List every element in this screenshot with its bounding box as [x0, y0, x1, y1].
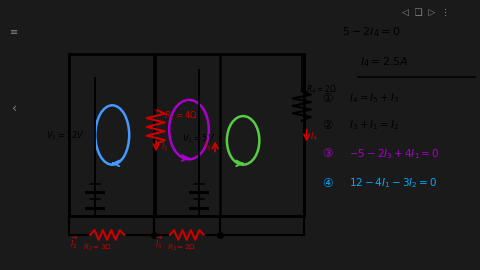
Text: $I_4 = 2.5A$: $I_4 = 2.5A$: [360, 55, 409, 69]
Text: $\overrightarrow{I_2}$: $\overrightarrow{I_2}$: [70, 234, 78, 251]
Text: ◁  ❑  ▷  ⋮: ◁ ❑ ▷ ⋮: [402, 8, 450, 17]
Text: ③: ③: [322, 147, 333, 160]
Text: $R_1 = 4\Omega$: $R_1 = 4\Omega$: [164, 110, 197, 122]
Text: $\overrightarrow{I_3}$: $\overrightarrow{I_3}$: [155, 234, 163, 251]
Bar: [70, 54, 304, 216]
Text: $I_3 + I_1 = I_2$: $I_3 + I_1 = I_2$: [349, 119, 399, 133]
Text: ‹: ‹: [12, 102, 17, 114]
Text: ④: ④: [322, 177, 333, 190]
Text: ≡: ≡: [11, 27, 18, 38]
Text: $5 - 2I_4 = 0$: $5 - 2I_4 = 0$: [342, 25, 401, 39]
Text: $I_5$: $I_5$: [204, 141, 212, 153]
Text: $V_1 = 12V$: $V_1 = 12V$: [46, 129, 85, 142]
Text: $R_2 = 3\Omega$: $R_2 = 3\Omega$: [83, 243, 112, 253]
Text: ②: ②: [322, 119, 333, 132]
Text: $R_4 = 2\Omega$: $R_4 = 2\Omega$: [306, 84, 337, 96]
Text: $I_4 = I_5 + I_3$: $I_4 = I_5 + I_3$: [349, 92, 400, 106]
Text: $I_4$: $I_4$: [311, 131, 318, 143]
Text: $-5 - 2I_3 + 4I_1 = 0$: $-5 - 2I_3 + 4I_1 = 0$: [349, 147, 440, 161]
Text: ①: ①: [322, 92, 333, 105]
Text: $R_3 = 2\Omega$: $R_3 = 2\Omega$: [168, 243, 197, 253]
Text: $12 - 4I_1 - 3I_2 = 0$: $12 - 4I_1 - 3I_2 = 0$: [349, 177, 438, 191]
Text: $V_2 = 5V$: $V_2 = 5V$: [182, 133, 216, 145]
Text: $I_1$: $I_1$: [161, 141, 168, 153]
